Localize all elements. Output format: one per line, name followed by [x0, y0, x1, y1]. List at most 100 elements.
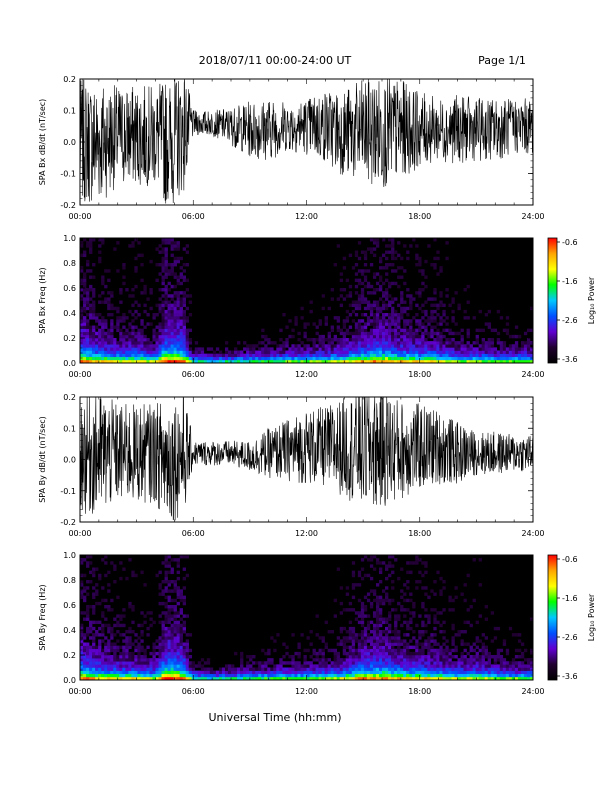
spectrogram-cell — [155, 347, 159, 351]
spectrogram-cell — [125, 670, 129, 675]
spectrogram-cell — [490, 670, 495, 675]
spectrogram-cell — [339, 294, 344, 298]
spectrogram-cell — [185, 356, 190, 361]
spectrogram-cell — [164, 284, 168, 289]
spectrogram-cell — [342, 350, 347, 354]
spectrogram-cell — [116, 670, 120, 675]
spectrogram-cell — [448, 673, 452, 678]
spectrogram-cell — [424, 661, 428, 665]
spectrogram-cell — [107, 328, 111, 333]
spectrogram-cell — [321, 664, 325, 668]
spectrogram-cell — [385, 633, 389, 637]
spectrogram-cell — [158, 586, 162, 590]
spectrogram-cell — [421, 325, 425, 329]
spectrogram-cell — [366, 667, 371, 671]
spectrogram-cell — [448, 347, 452, 351]
spectrogram-cell — [80, 573, 84, 578]
spectrogram-cell — [128, 636, 132, 640]
spectrogram-cell — [366, 284, 371, 289]
spectrogram-cell — [324, 673, 328, 678]
spectrogram-cell — [89, 645, 93, 650]
spectrogram-cell — [342, 256, 347, 261]
spectrogram-cell — [412, 605, 416, 609]
spectrogram-cell — [433, 661, 437, 665]
spectrogram-cell — [490, 611, 495, 615]
spectrogram-cell — [143, 334, 147, 339]
spectrogram-cell — [146, 322, 150, 326]
spectrogram-cell — [397, 664, 401, 668]
spectrogram-cell — [155, 356, 159, 361]
spectrogram-cell — [397, 341, 401, 345]
spectrogram-cell — [372, 626, 377, 631]
spectrogram-cell — [116, 328, 120, 333]
spectrogram-cell — [508, 344, 513, 348]
spectrogram-cell — [421, 331, 425, 336]
spectrogram-cell — [152, 651, 156, 656]
spectrogram-cell — [107, 623, 111, 628]
spectrogram-cell — [415, 338, 419, 342]
spectrogram-cell — [89, 350, 93, 354]
spectrogram-cell — [378, 278, 383, 283]
spectrogram-cell — [101, 598, 105, 603]
spectrogram-cell — [80, 648, 84, 653]
spectrogram-cell — [366, 558, 371, 562]
spectrogram-cell — [406, 319, 410, 323]
spectrogram-cell — [297, 655, 301, 659]
spectrogram-cell — [412, 658, 416, 662]
spectrogram-cell — [457, 344, 461, 348]
spectrogram-cell — [167, 316, 171, 320]
spectrogram-cell — [273, 673, 277, 678]
spectrogram-cell — [104, 297, 108, 301]
spectrogram-cell — [351, 341, 356, 345]
spectrogram-cell — [442, 328, 446, 333]
spectrogram-cell — [451, 341, 455, 345]
spectrogram-cell — [436, 356, 440, 361]
spectrogram-cell — [122, 331, 126, 336]
spectrogram-cell — [119, 353, 123, 358]
spectrogram-cell — [306, 356, 310, 361]
spectrogram-cell — [182, 630, 186, 634]
spectrogram-cell — [131, 605, 135, 609]
spectrogram-cell — [520, 651, 525, 656]
spectrogram-cell — [385, 356, 389, 361]
spectrogram-cell — [170, 623, 174, 628]
spectrogram-cell — [131, 344, 135, 348]
spectrogram-cell — [397, 661, 401, 665]
spectrogram-cell — [179, 645, 183, 650]
spectrogram-cell — [152, 359, 156, 364]
spectrogram-cell — [170, 253, 174, 258]
spectrogram-cell — [348, 645, 353, 650]
spectrogram-cell — [378, 319, 383, 323]
spectrogram-cell — [412, 347, 416, 351]
spectrogram-cell — [158, 263, 162, 267]
spectrogram-cell — [80, 309, 84, 314]
spectrogram-cell — [333, 344, 337, 348]
spectrogram-cell — [363, 639, 368, 643]
spectrogram-cell — [206, 670, 211, 675]
spectrogram-cell — [360, 281, 365, 286]
spectrogram-cell — [327, 359, 331, 364]
spectrogram-cell — [122, 664, 126, 668]
spectrogram-cell — [158, 306, 162, 311]
spectrogram-cell — [285, 645, 289, 650]
spectrogram-cell — [418, 642, 422, 646]
spectrogram-cell — [517, 353, 522, 358]
spectrogram-cell — [496, 309, 501, 314]
spectrogram-cell — [342, 658, 347, 662]
spectrogram-cell — [294, 673, 298, 678]
spectrogram-cell — [131, 350, 135, 354]
spectrogram-cell — [360, 630, 365, 634]
spectrogram-cell — [499, 655, 504, 659]
spectrogram-cell — [125, 648, 129, 653]
spectrogram-cell — [400, 313, 404, 317]
spectrogram-cell — [140, 676, 144, 681]
spectrogram-cell — [98, 359, 102, 364]
spectrogram-cell — [385, 347, 389, 351]
spectrogram-cell — [203, 676, 208, 681]
spectrogram-cell — [382, 664, 386, 668]
spectrogram-cell — [454, 595, 458, 600]
spectrogram-cell — [122, 623, 126, 628]
colorbar — [547, 554, 558, 681]
spectrogram-cell — [342, 670, 347, 675]
spectrogram-cell — [89, 250, 93, 254]
